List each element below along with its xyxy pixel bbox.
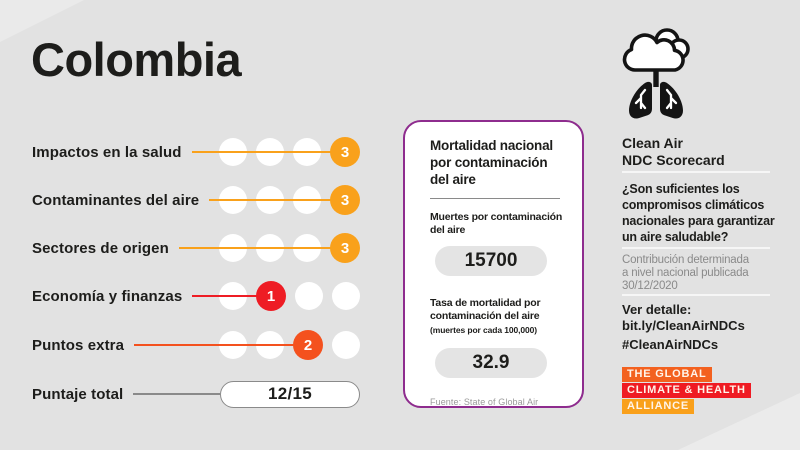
rate-value-pill: 32.9 <box>435 348 547 378</box>
card-title: Mortalidad nacional por contaminación de… <box>430 137 560 188</box>
score-dot <box>332 331 360 359</box>
connector-line <box>134 344 219 346</box>
logo-line-1: THE GLOBAL <box>622 367 712 382</box>
rate-label-line: contaminación del aire <box>430 310 540 322</box>
score-dots: 3 <box>217 185 360 215</box>
connector-line <box>178 247 219 249</box>
score-dot <box>219 138 247 166</box>
logo-line-3: ALLIANCE <box>622 399 695 414</box>
hashtag: #CleanAirNDCs <box>622 337 719 352</box>
card-title-line: del aire <box>430 172 476 187</box>
score-row-extra-points: Puntos extra 2 <box>32 330 360 360</box>
question-line: compromisos climáticos <box>622 198 765 212</box>
card-divider <box>430 198 560 199</box>
card-title-line: por contaminación <box>430 155 548 170</box>
connector-line <box>133 393 220 395</box>
score-dot <box>219 234 247 262</box>
sidebar-title-line: NDC Scorecard <box>622 151 725 168</box>
source-text: Fuente: State of Global Air <box>430 397 539 407</box>
score-dots: 3 <box>217 233 360 263</box>
contribution-text: Contribución determinada a nivel naciona… <box>622 254 749 292</box>
score-dot <box>295 282 323 310</box>
score-dot <box>293 138 321 166</box>
corner-accent-top-left <box>0 0 84 42</box>
score-dot <box>219 282 247 310</box>
score-dot-filled: 3 <box>330 233 360 263</box>
row-label: Sectores de origen <box>32 239 169 257</box>
question-line: nacionales para garantizar <box>622 214 775 228</box>
score-dot <box>293 186 321 214</box>
sidebar-divider <box>622 294 770 296</box>
cloud-lungs-icon <box>622 28 690 119</box>
score-dot <box>293 234 321 262</box>
contribution-line: a nivel nacional publicada <box>622 266 749 279</box>
row-label: Puntaje total <box>32 385 124 403</box>
score-row-economy-finance: Economía y finanzas 1 <box>32 281 360 311</box>
alliance-logo: THE GLOBAL CLIMATE & HEALTH ALLIANCE <box>622 367 751 415</box>
connector-line <box>209 199 219 201</box>
score-row-source-sectors: Sectores de origen 3 <box>32 233 360 263</box>
score-row-health-impacts: Impactos en la salud 3 <box>32 137 360 167</box>
score-dots: 2 <box>217 330 360 360</box>
row-label: Puntos extra <box>32 336 125 354</box>
score-row-air-pollutants: Contaminantes del aire 3 <box>32 185 360 215</box>
connector-line <box>191 151 219 153</box>
sidebar-divider <box>622 247 770 249</box>
score-dot-filled: 3 <box>330 185 360 215</box>
page-title: Colombia <box>31 33 242 86</box>
contribution-line: 30/12/2020 <box>622 279 678 292</box>
score-dot-filled: 3 <box>330 137 360 167</box>
connector-line <box>192 295 219 297</box>
corner-accent-bottom-right <box>678 393 800 450</box>
row-label: Impactos en la salud <box>32 143 182 161</box>
sidebar-divider <box>622 171 770 173</box>
rate-label-line: Tasa de mortalidad por <box>430 297 541 309</box>
detail-label: Ver detalle: <box>622 302 692 317</box>
score-dot <box>256 138 284 166</box>
sidebar-title-line: Clean Air <box>622 135 683 151</box>
deaths-label-line: del aire <box>430 224 466 236</box>
deaths-label: Muertes por contaminación del aire <box>430 211 563 237</box>
mortality-card: Mortalidad nacional por contaminación de… <box>403 120 584 408</box>
score-dot-filled: 1 <box>256 281 286 311</box>
question-line: ¿Son suficientes los <box>622 182 740 196</box>
score-dot <box>332 282 360 310</box>
score-dot <box>256 234 284 262</box>
logo-line-2: CLIMATE & HEALTH <box>622 383 751 398</box>
deaths-value-pill: 15700 <box>435 246 547 276</box>
question-line: un aire saludable? <box>622 230 729 244</box>
rate-label: Tasa de mortalidad por contaminación del… <box>430 297 560 337</box>
score-dots: 1 <box>217 281 360 311</box>
score-dots: 3 <box>217 137 360 167</box>
score-dot-filled: 2 <box>293 330 323 360</box>
score-dot <box>219 186 247 214</box>
question-text: ¿Son suficientes los compromisos climáti… <box>622 181 775 245</box>
row-label: Economía y finanzas <box>32 287 183 305</box>
detail-block: Ver detalle: bit.ly/CleanAirNDCs <box>622 302 745 333</box>
sidebar-title: Clean Air NDC Scorecard <box>622 135 725 168</box>
rate-note: (muertes por cada 100,000) <box>430 325 538 335</box>
contribution-line: Contribución determinada <box>622 254 749 266</box>
score-dot <box>256 186 284 214</box>
card-title-line: Mortalidad nacional <box>430 138 553 153</box>
detail-link[interactable]: bit.ly/CleanAirNDCs <box>622 317 745 333</box>
score-dot <box>256 331 284 359</box>
score-dot <box>219 331 247 359</box>
deaths-label-line: Muertes por contaminación <box>430 211 563 223</box>
score-row-total: Puntaje total 12/15 <box>32 379 360 409</box>
row-label: Contaminantes del aire <box>32 191 200 209</box>
total-score-pill: 12/15 <box>220 380 360 408</box>
